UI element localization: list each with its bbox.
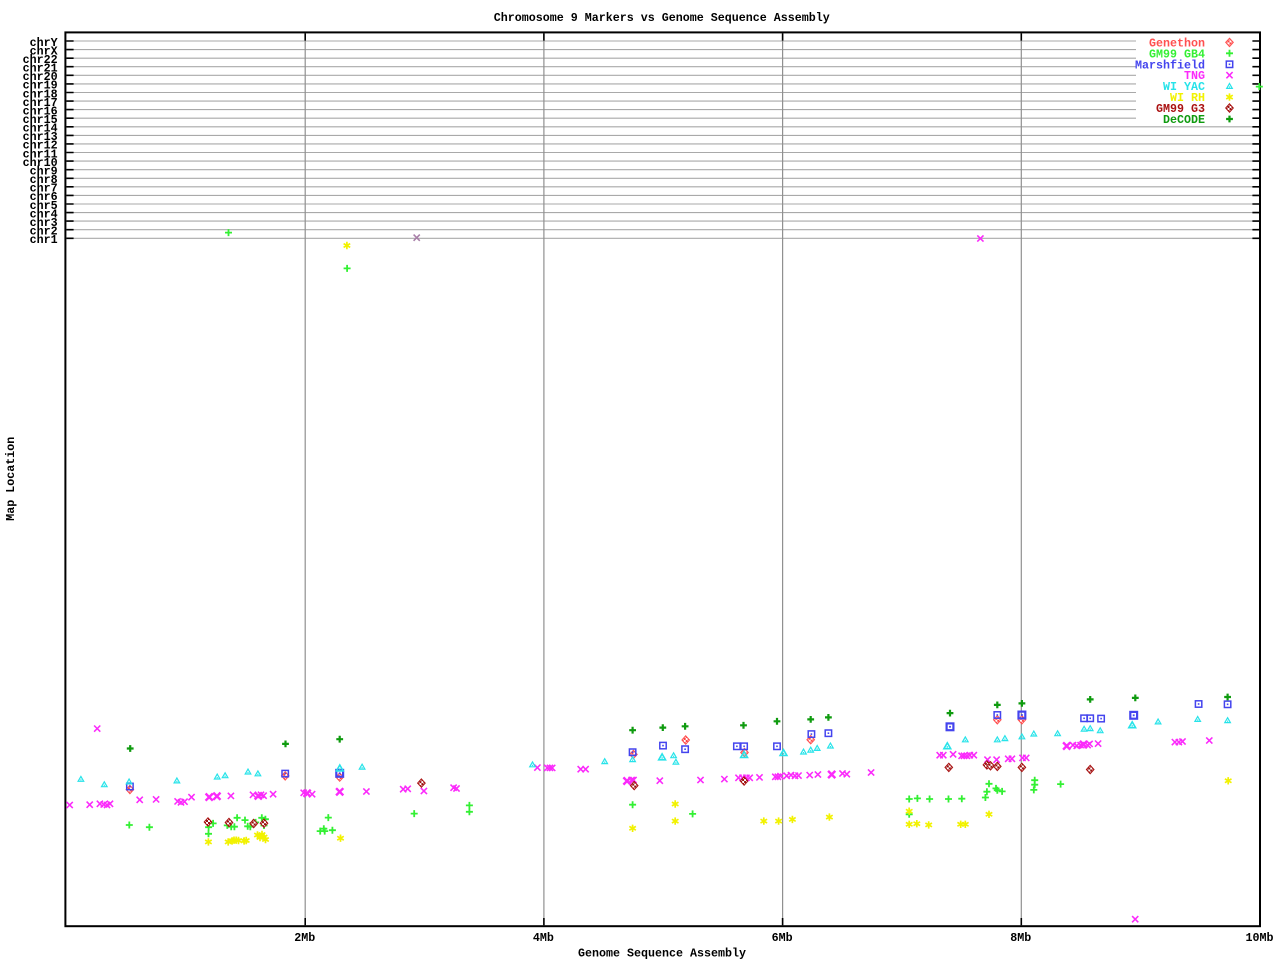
svg-text:Map Location: Map Location — [4, 437, 18, 521]
svg-text:chr20: chr20 — [23, 70, 58, 84]
svg-text:chr21: chr21 — [23, 62, 58, 76]
svg-text:chr11: chr11 — [23, 147, 58, 161]
svg-text:chr18: chr18 — [23, 87, 58, 101]
svg-text:chr7: chr7 — [30, 182, 58, 196]
svg-text:Marshfield: Marshfield — [1135, 58, 1205, 72]
svg-text:chr10: chr10 — [23, 156, 58, 170]
svg-text:chr8: chr8 — [30, 173, 58, 187]
svg-text:chr22: chr22 — [23, 53, 58, 67]
svg-text:2Mb: 2Mb — [294, 931, 315, 945]
svg-text:4Mb: 4Mb — [533, 931, 554, 945]
svg-text:GM99 GB4: GM99 GB4 — [1149, 47, 1205, 61]
svg-text:DeCODE: DeCODE — [1163, 113, 1205, 127]
svg-text:chr3: chr3 — [30, 216, 58, 230]
svg-text:6Mb: 6Mb — [772, 931, 793, 945]
svg-text:chr12: chr12 — [23, 139, 58, 153]
svg-text:8Mb: 8Mb — [1010, 931, 1031, 945]
svg-text:chr1: chr1 — [30, 233, 58, 247]
svg-text:TNG: TNG — [1184, 69, 1205, 83]
svg-text:chr4: chr4 — [30, 207, 58, 221]
svg-text:chr13: chr13 — [23, 130, 58, 144]
svg-text:WI RH: WI RH — [1170, 91, 1205, 105]
svg-text:chr9: chr9 — [30, 164, 58, 178]
svg-text:chr14: chr14 — [23, 122, 58, 136]
svg-text:chr5: chr5 — [30, 199, 58, 213]
svg-text:10Mb: 10Mb — [1246, 931, 1274, 945]
svg-text:chrY: chrY — [30, 36, 58, 50]
svg-text:chr15: chr15 — [23, 113, 58, 127]
svg-text:Genome Sequence Assembly: Genome Sequence Assembly — [578, 947, 746, 960]
svg-text:chr6: chr6 — [30, 190, 58, 204]
svg-text:Chromosome 9 Markers vs Genome: Chromosome 9 Markers vs Genome Sequence … — [494, 11, 830, 25]
svg-text:chr19: chr19 — [23, 79, 58, 93]
svg-text:GM99 G3: GM99 G3 — [1156, 102, 1205, 116]
svg-text:chr2: chr2 — [30, 225, 58, 239]
svg-text:chrX: chrX — [30, 44, 58, 58]
svg-text:chr16: chr16 — [23, 104, 58, 118]
svg-text:chr17: chr17 — [23, 96, 58, 110]
svg-text:Genethon: Genethon — [1149, 36, 1205, 50]
svg-text:WI YAC: WI YAC — [1163, 80, 1205, 94]
